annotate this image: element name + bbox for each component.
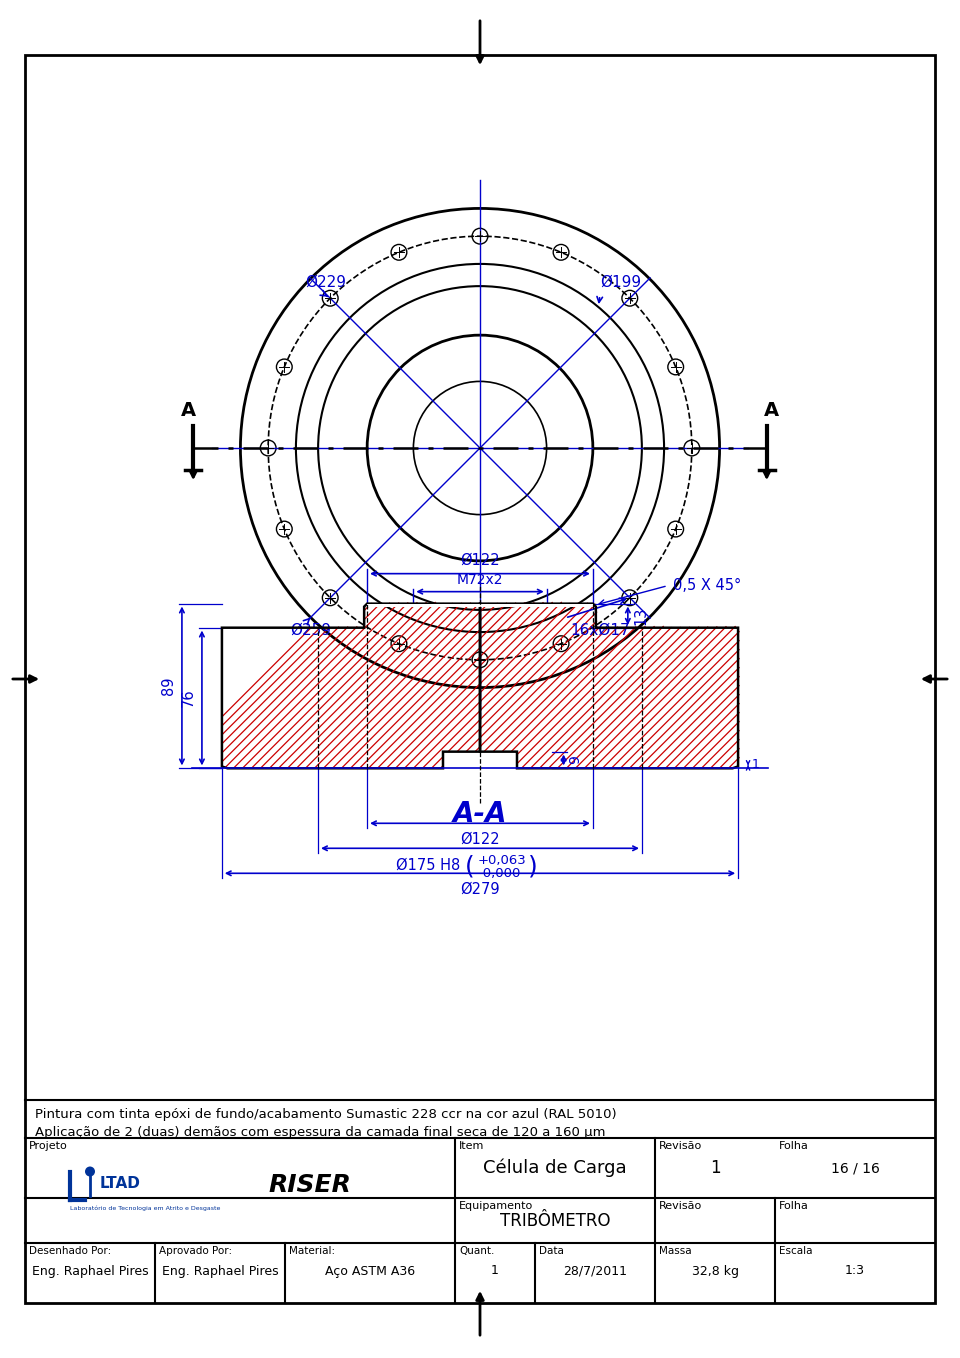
Text: Ø122: Ø122 [460, 553, 500, 568]
Text: Revisão: Revisão [659, 1200, 703, 1211]
Text: Folha: Folha [779, 1141, 809, 1152]
Text: Folha: Folha [779, 1200, 809, 1211]
Text: (: ( [465, 854, 475, 879]
Text: 9: 9 [568, 755, 583, 765]
Text: Desenhado Por:: Desenhado Por: [29, 1247, 111, 1256]
Text: 13: 13 [634, 607, 649, 625]
Text: 1: 1 [752, 758, 760, 771]
Text: TRIBÔMETRO: TRIBÔMETRO [500, 1211, 611, 1229]
Text: Ø122: Ø122 [460, 831, 500, 846]
Text: 1:3: 1:3 [845, 1264, 865, 1278]
Polygon shape [222, 604, 480, 769]
Text: A-A: A-A [453, 800, 507, 828]
Text: Projeto: Projeto [29, 1141, 68, 1152]
Text: Item: Item [459, 1141, 485, 1152]
Text: 1: 1 [492, 1264, 499, 1278]
Text: -0,000: -0,000 [478, 868, 520, 880]
Text: Eng. Raphael Pires: Eng. Raphael Pires [32, 1264, 148, 1278]
Text: Material:: Material: [289, 1247, 335, 1256]
Text: Aplicação de 2 (duas) demãos com espessura da camada final seca de 120 a 160 μm: Aplicação de 2 (duas) demãos com espessu… [35, 1126, 606, 1139]
Text: Ø279: Ø279 [460, 881, 500, 896]
Text: A: A [180, 401, 196, 420]
Text: LTAD: LTAD [100, 1176, 141, 1191]
Polygon shape [480, 604, 738, 769]
Text: 0,5 X 45°: 0,5 X 45° [673, 579, 741, 593]
Text: Pintura com tinta epóxi de fundo/acabamento Sumastic 228 ccr na cor azul (RAL 50: Pintura com tinta epóxi de fundo/acabame… [35, 1108, 616, 1120]
Text: Massa: Massa [659, 1247, 691, 1256]
Text: 16xØ17: 16xØ17 [570, 623, 630, 638]
Text: 89: 89 [161, 676, 176, 695]
Text: Quant.: Quant. [459, 1247, 494, 1256]
Text: M72x2: M72x2 [457, 573, 503, 587]
Text: Equipamento: Equipamento [459, 1200, 533, 1211]
Text: RISER: RISER [269, 1173, 351, 1198]
Text: Ø229: Ø229 [305, 276, 346, 291]
Text: 76: 76 [180, 689, 196, 708]
Text: Aço ASTM A36: Aço ASTM A36 [324, 1264, 415, 1278]
Text: Eng. Raphael Pires: Eng. Raphael Pires [161, 1264, 278, 1278]
Text: Ø199: Ø199 [600, 276, 641, 291]
Bar [367, 604, 593, 607]
Text: 16 / 16: 16 / 16 [830, 1161, 879, 1175]
Text: Revisão: Revisão [659, 1141, 703, 1152]
Circle shape [85, 1167, 95, 1176]
Text: Aprovado Por:: Aprovado Por: [159, 1247, 232, 1256]
Text: Ø175 H8: Ø175 H8 [396, 857, 460, 872]
Text: 1: 1 [709, 1158, 720, 1177]
Text: Célula de Carga: Célula de Carga [483, 1158, 627, 1177]
Text: ): ) [528, 854, 538, 879]
Text: Laboratório de Tecnologia em Atrito e Desgaste: Laboratório de Tecnologia em Atrito e De… [70, 1206, 221, 1211]
Text: A: A [764, 401, 780, 420]
Text: 32,8 kg: 32,8 kg [691, 1264, 738, 1278]
Text: +0,063: +0,063 [478, 854, 527, 868]
Text: Ø259: Ø259 [290, 623, 331, 638]
Text: Data: Data [539, 1247, 564, 1256]
Text: Escala: Escala [779, 1247, 812, 1256]
Text: 28/7/2011: 28/7/2011 [563, 1264, 627, 1278]
